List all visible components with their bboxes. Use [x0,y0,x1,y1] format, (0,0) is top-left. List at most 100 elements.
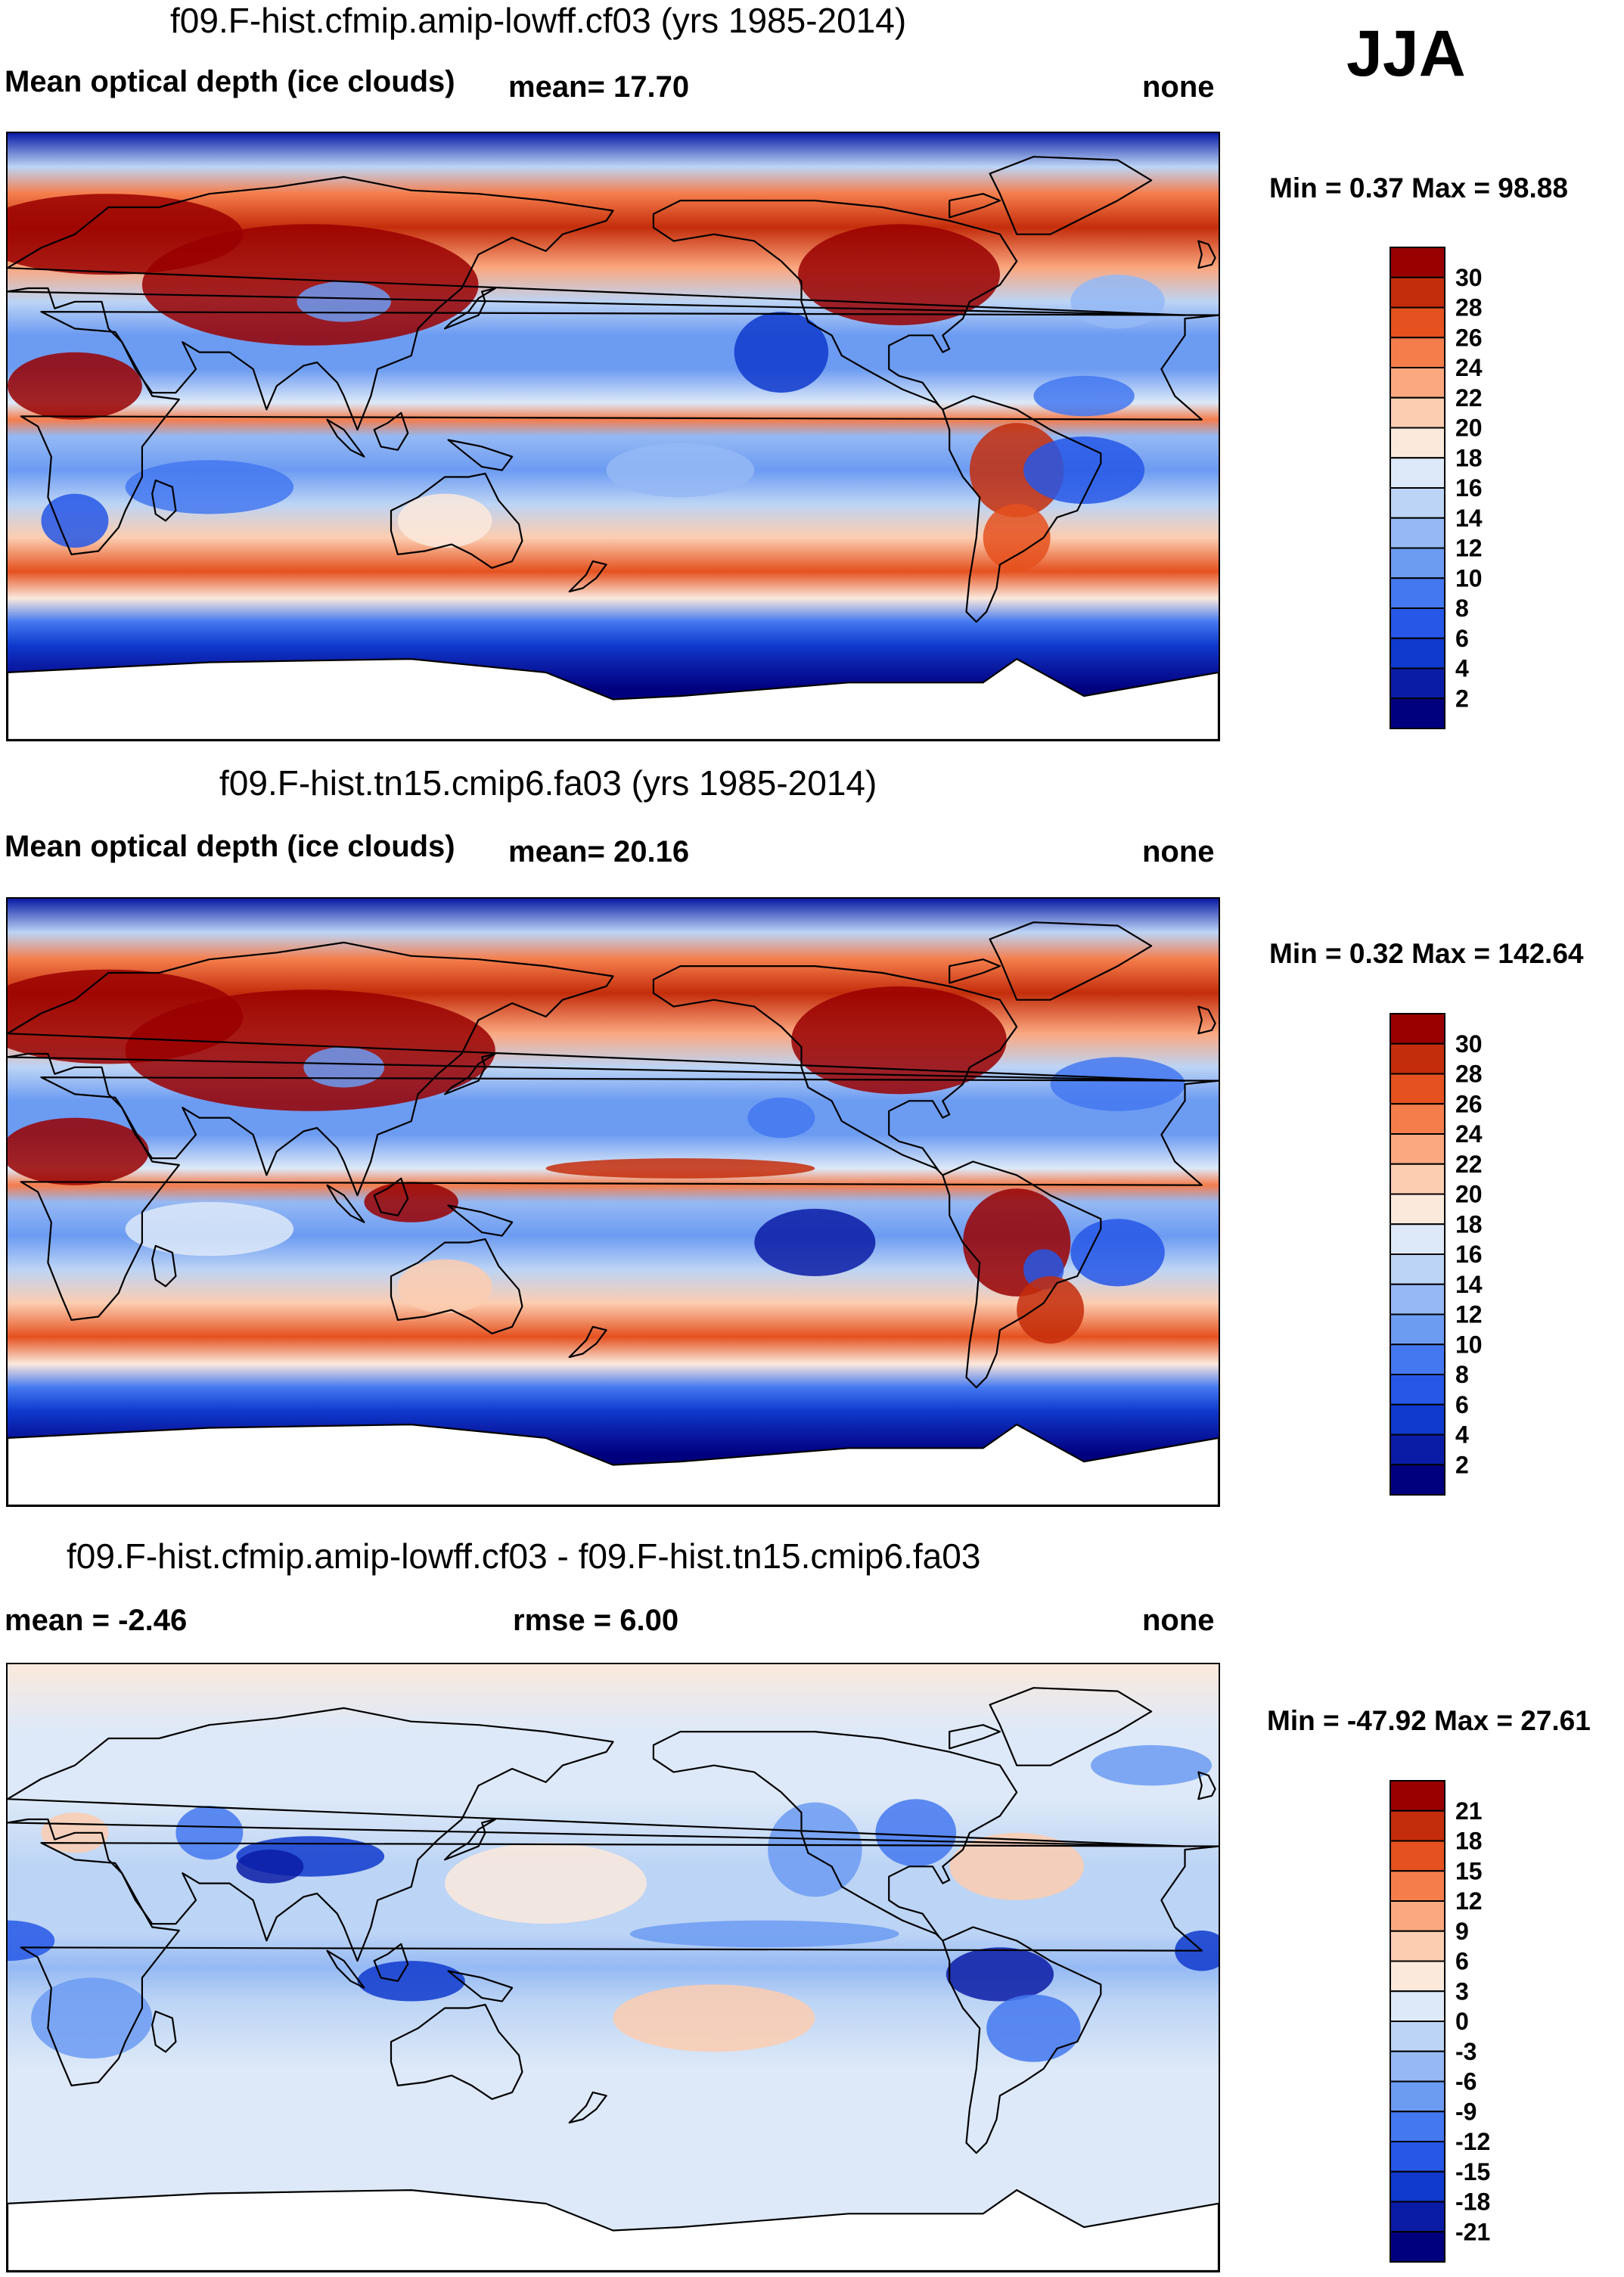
coastline-greenland [989,921,1153,1001]
colorbar-box [1390,1283,1445,1316]
map-field-feature [1033,375,1135,417]
colorbar-tick-label: 8 [1455,595,1469,622]
colorbar-tick-label: 6 [1455,1948,1469,1975]
map-field-feature [946,1947,1054,2002]
colorbar-tick-label: -9 [1455,2098,1477,2125]
coastline-antarctica [8,657,1219,740]
map-field-feature [734,312,829,393]
colorbar-tick-label: 12 [1455,1887,1483,1915]
colorbar-box [1390,487,1445,519]
map-field-feature [1017,1276,1085,1344]
colorbar-box [1390,1163,1445,1195]
colorbar-tick-label: 22 [1455,384,1483,412]
panel-2-map [6,897,1220,1507]
colorbar-box [1390,1073,1445,1105]
panel-1-units-label: none [1142,70,1215,104]
coastline-nz [568,2091,607,2124]
panel-2-mean-label: mean= 20.16 [508,835,690,868]
panel-1-variable-label: Mean optical depth (ice clouds) [5,65,455,98]
colorbar-box [1390,607,1445,639]
coastline-png [447,439,514,471]
coastline-baffin [949,193,1001,219]
colorbar-box [1390,1042,1445,1075]
panel-2-minmax: Min = 0.32 Max = 142.64 [1269,938,1584,969]
colorbar-box [1390,2231,1445,2263]
panel-2-case-title: f09.F-hist.tn15.cmip6.fa03 (yrs 1985-201… [219,763,877,803]
coastline-antarctica [8,1423,1219,1505]
map-field-feature [754,1208,876,1277]
colorbar-tick-label: 30 [1455,264,1483,291]
colorbar-tick-label: 30 [1455,1030,1483,1058]
colorbar-tick-label: 6 [1455,625,1469,652]
colorbar-box [1390,1840,1445,1872]
colorbar-tick-label: 16 [1455,474,1483,502]
colorbar-box [1390,547,1445,579]
colorbar-tick-label: -6 [1455,2068,1477,2095]
colorbar-box [1390,2170,1445,2203]
colorbar-tick-label: 20 [1455,415,1483,442]
map-field-feature [949,1832,1085,1900]
colorbar-tick-label: 18 [1455,1210,1483,1238]
colorbar-tick-label: 4 [1455,1421,1469,1449]
colorbar-box [1390,2050,1445,2083]
panel-1-colorbar: 30 28 26 24 22 20 18 16 14 12 10 8 6 4 2 [1390,247,1483,729]
coastline-samerica [942,1160,1102,1389]
coastline-greenland [989,156,1153,235]
colorbar-box [1390,1990,1445,2022]
panel-1-case-title: f09.F-hist.cfmip.amip-lowff.cf03 (yrs 19… [170,1,907,40]
map-field-feature [445,1843,647,1924]
colorbar-box [1390,1870,1445,1902]
colorbar-tick-label: 24 [1455,1120,1483,1148]
map-field-feature [545,1158,815,1179]
map-field-feature [8,1920,55,1962]
coastline-borneo [373,1943,409,1982]
coastline-africa [20,1842,1219,2087]
coastline-namerica [652,1730,1018,1942]
colorbar-box [1390,1464,1445,1496]
coastline-samerica [942,395,1102,623]
map-field-feature [364,1182,458,1222]
colorbar-box [1390,1193,1445,1225]
colorbar-box [1390,1103,1445,1135]
colorbar-box [1390,1313,1445,1346]
colorbar-tick-label: 4 [1455,655,1469,682]
panel-3-case-title: f09.F-hist.cfmip.amip-lowff.cf03 - f09.F… [67,1536,981,1576]
map-field-feature [791,986,1007,1095]
colorbar-box [1390,517,1445,549]
colorbar-box [1390,306,1445,339]
colorbar-tick-label: 10 [1455,1331,1483,1358]
map-field-feature [1023,436,1145,505]
coastline-australia [390,1238,523,1334]
colorbar-tick-label: 16 [1455,1241,1483,1268]
colorbar-box [1390,2141,1445,2173]
map-field-feature [613,1984,815,2052]
colorbar-tick-label: 28 [1455,1061,1483,1088]
map-field-feature [8,1117,149,1185]
map-field-feature [175,1806,244,1860]
map-field-feature [397,493,492,548]
coastline-africa [20,311,1219,556]
coastline-eurasia [8,176,1186,431]
panel-1-mean-label: mean= 17.70 [508,70,690,104]
colorbar-tick-label: 20 [1455,1181,1483,1208]
colorbar-box [1390,1900,1445,1932]
map-field-feature [875,1799,957,1867]
colorbar-tick-label: 24 [1455,354,1483,381]
colorbar-box [1390,577,1445,609]
coastline-madagascar [151,479,177,522]
coastline-uk [1197,240,1216,269]
coastline-nz [568,1325,607,1359]
coastline-png [447,1204,514,1237]
colorbar-tick-label: 14 [1455,1271,1483,1298]
coastline-japan [443,1052,496,1095]
colorbar-tick-label: 28 [1455,294,1483,322]
panel-3-minmax: Min = -47.92 Max = 27.61 [1267,1705,1591,1736]
colorbar-box [1390,396,1445,429]
map-field-feature [768,1802,862,1897]
colorbar-box [1390,697,1445,729]
colorbar-tick-label: -18 [1455,2188,1490,2216]
panel-3-colorbar: 21 18 15 12 9 6 3 0 -3 -6 -9 -12 -15 -18 -21 [1390,1780,1490,2263]
coastline-uk [1197,1771,1216,1800]
colorbar-tick-label: 22 [1455,1151,1483,1178]
coastline-borneo [373,1177,409,1216]
